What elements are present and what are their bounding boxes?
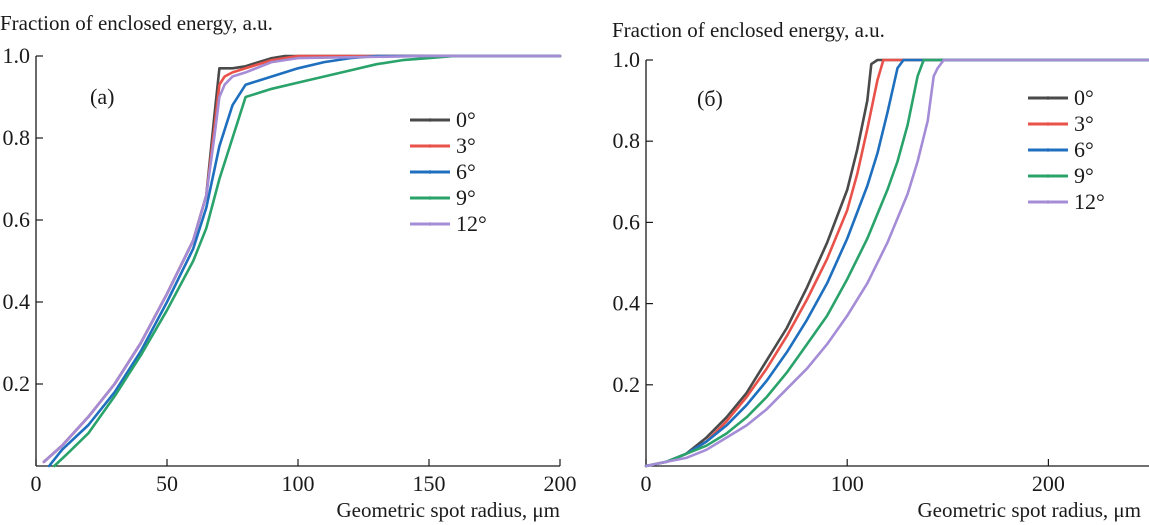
legend-marker bbox=[428, 170, 432, 174]
y-tick-label: 1.0 bbox=[3, 43, 31, 68]
y-tick-label: 0.8 bbox=[3, 125, 31, 150]
y-tick-label: 0.8 bbox=[613, 128, 641, 153]
y-tick-label: 0.6 bbox=[613, 209, 641, 234]
series-line-3 bbox=[644, 58, 1149, 468]
legend-marker bbox=[1046, 96, 1050, 100]
legend-label: 9° bbox=[456, 185, 476, 210]
legend-label: 0° bbox=[1074, 85, 1094, 110]
series-line-1 bbox=[644, 58, 1149, 468]
x-tick-label: 100 bbox=[282, 471, 315, 496]
y-tick-label: 1.0 bbox=[613, 47, 641, 72]
legend: 0°3°6°9°12° bbox=[410, 107, 487, 236]
x-tick-label: 200 bbox=[1032, 471, 1065, 496]
y-tick-label: 0.4 bbox=[3, 289, 31, 314]
legend-label: 9° bbox=[1074, 163, 1094, 188]
x-tick-label: 150 bbox=[413, 471, 446, 496]
series-line-2 bbox=[42, 54, 562, 464]
x-tick-label: 0 bbox=[31, 471, 42, 496]
legend-marker bbox=[1046, 122, 1050, 126]
legend-label: 3° bbox=[456, 133, 476, 158]
series-line-4 bbox=[644, 58, 1149, 468]
legend-marker bbox=[428, 118, 432, 122]
x-tick-label: 200 bbox=[544, 471, 577, 496]
chart-panel-1: 0.2 0.4 0.6 0.8 1.0 0 50 100 150 200 Fraction of e… bbox=[0, 11, 577, 522]
legend-label: 3° bbox=[1074, 111, 1094, 136]
legend-marker bbox=[1046, 148, 1050, 152]
x-tick-label: 100 bbox=[831, 471, 864, 496]
legend-label: 12° bbox=[456, 211, 487, 236]
legend-label: 6° bbox=[1074, 137, 1094, 162]
legend-label: 12° bbox=[1074, 189, 1105, 214]
legend-marker bbox=[428, 144, 432, 148]
legend: 0°3°6°9°12° bbox=[1028, 85, 1105, 214]
x-axis-title: Geometric spot radius, μm bbox=[917, 498, 1141, 522]
panel-label: (a) bbox=[90, 84, 114, 109]
series-line-4 bbox=[52, 54, 562, 468]
legend-label: 0° bbox=[456, 107, 476, 132]
x-tick-label: 0 bbox=[641, 471, 652, 496]
series-line-5 bbox=[644, 58, 1149, 468]
series-line-3 bbox=[47, 54, 562, 468]
y-tick-label: 0.2 bbox=[3, 371, 31, 396]
y-tick-label: 0.2 bbox=[613, 372, 641, 397]
panel-label: (б) bbox=[697, 86, 723, 111]
legend-marker bbox=[428, 222, 432, 226]
y-axis-title: Fraction of enclosed energy, a.u. bbox=[612, 18, 885, 42]
x-axis-title: Geometric spot radius, μm bbox=[336, 498, 560, 522]
legend-marker bbox=[1046, 174, 1050, 178]
y-tick-label: 0.6 bbox=[3, 207, 31, 232]
chart-panel-2: 0.2 0.4 0.6 0.8 1.0 0 100 200 Fraction of enclos… bbox=[612, 18, 1149, 522]
y-axis-title: Fraction of enclosed energy, a.u. bbox=[0, 11, 273, 35]
legend-marker bbox=[428, 196, 432, 200]
legend-marker bbox=[1046, 200, 1050, 204]
x-tick-label: 50 bbox=[156, 471, 178, 496]
series-line-5 bbox=[42, 54, 562, 464]
legend-label: 6° bbox=[456, 159, 476, 184]
y-tick-label: 0.4 bbox=[613, 291, 641, 316]
series-line-1 bbox=[42, 54, 562, 464]
